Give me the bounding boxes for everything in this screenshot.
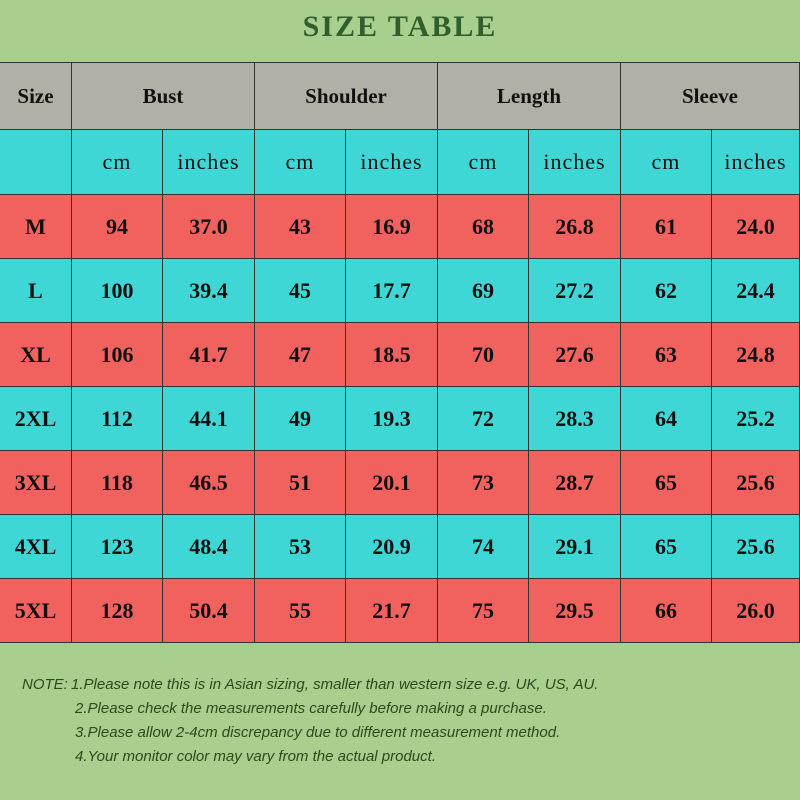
size-cell: 3XL [0, 451, 72, 515]
value-cell: 63 [621, 323, 712, 387]
value-cell: 28.3 [529, 387, 621, 451]
unit-cell: inches [529, 130, 621, 195]
unit-cell [0, 130, 72, 195]
size-cell: M [0, 195, 72, 259]
value-cell: 106 [72, 323, 163, 387]
value-cell: 39.4 [163, 259, 255, 323]
value-cell: 20.9 [346, 515, 438, 579]
value-cell: 46.5 [163, 451, 255, 515]
size-cell: 5XL [0, 579, 72, 643]
value-cell: 53 [255, 515, 346, 579]
value-cell: 70 [438, 323, 529, 387]
value-cell: 41.7 [163, 323, 255, 387]
value-cell: 128 [72, 579, 163, 643]
header-cell: Bust [72, 62, 255, 130]
note-label: NOTE: [22, 676, 68, 693]
value-cell: 25.6 [712, 515, 800, 579]
unit-cell: cm [621, 130, 712, 195]
value-cell: 25.6 [712, 451, 800, 515]
value-cell: 16.9 [346, 195, 438, 259]
value-cell: 62 [621, 259, 712, 323]
value-cell: 69 [438, 259, 529, 323]
value-cell: 61 [621, 195, 712, 259]
value-cell: 75 [438, 579, 529, 643]
value-cell: 21.7 [346, 579, 438, 643]
value-cell: 118 [72, 451, 163, 515]
unit-cell: cm [255, 130, 346, 195]
value-cell: 65 [621, 451, 712, 515]
note-line: 4.Your monitor color may vary from the a… [75, 748, 436, 765]
value-cell: 45 [255, 259, 346, 323]
value-cell: 24.4 [712, 259, 800, 323]
value-cell: 44.1 [163, 387, 255, 451]
value-cell: 50.4 [163, 579, 255, 643]
note-line: 1.Please note this is in Asian sizing, s… [71, 676, 599, 693]
size-cell: L [0, 259, 72, 323]
value-cell: 37.0 [163, 195, 255, 259]
value-cell: 100 [72, 259, 163, 323]
size-cell: XL [0, 323, 72, 387]
value-cell: 48.4 [163, 515, 255, 579]
value-cell: 43 [255, 195, 346, 259]
title: SIZE TABLE [302, 10, 498, 43]
value-cell: 55 [255, 579, 346, 643]
value-cell: 28.7 [529, 451, 621, 515]
value-cell: 65 [621, 515, 712, 579]
value-cell: 24.8 [712, 323, 800, 387]
value-cell: 17.7 [346, 259, 438, 323]
value-cell: 51 [255, 451, 346, 515]
unit-cell: inches [346, 130, 438, 195]
value-cell: 112 [72, 387, 163, 451]
value-cell: 24.0 [712, 195, 800, 259]
value-cell: 72 [438, 387, 529, 451]
size-cell: 2XL [0, 387, 72, 451]
value-cell: 26.8 [529, 195, 621, 259]
value-cell: 74 [438, 515, 529, 579]
unit-cell: cm [438, 130, 529, 195]
header-cell: Length [438, 62, 621, 130]
value-cell: 47 [255, 323, 346, 387]
value-cell: 27.6 [529, 323, 621, 387]
value-cell: 29.5 [529, 579, 621, 643]
header-cell: Sleeve [621, 62, 800, 130]
value-cell: 123 [72, 515, 163, 579]
value-cell: 27.2 [529, 259, 621, 323]
size-cell: 4XL [0, 515, 72, 579]
unit-cell: inches [163, 130, 255, 195]
value-cell: 26.0 [712, 579, 800, 643]
note-line: 2.Please check the measurements carefull… [75, 700, 547, 717]
value-cell: 73 [438, 451, 529, 515]
unit-cell: inches [712, 130, 800, 195]
value-cell: 20.1 [346, 451, 438, 515]
value-cell: 68 [438, 195, 529, 259]
unit-cell: cm [72, 130, 163, 195]
header-cell: Shoulder [255, 62, 438, 130]
value-cell: 94 [72, 195, 163, 259]
value-cell: 66 [621, 579, 712, 643]
value-cell: 29.1 [529, 515, 621, 579]
value-cell: 49 [255, 387, 346, 451]
note-line: 3.Please allow 2-4cm discrepancy due to … [75, 724, 561, 741]
value-cell: 19.3 [346, 387, 438, 451]
value-cell: 18.5 [346, 323, 438, 387]
value-cell: 64 [621, 387, 712, 451]
value-cell: 25.2 [712, 387, 800, 451]
header-cell: Size [0, 62, 72, 130]
